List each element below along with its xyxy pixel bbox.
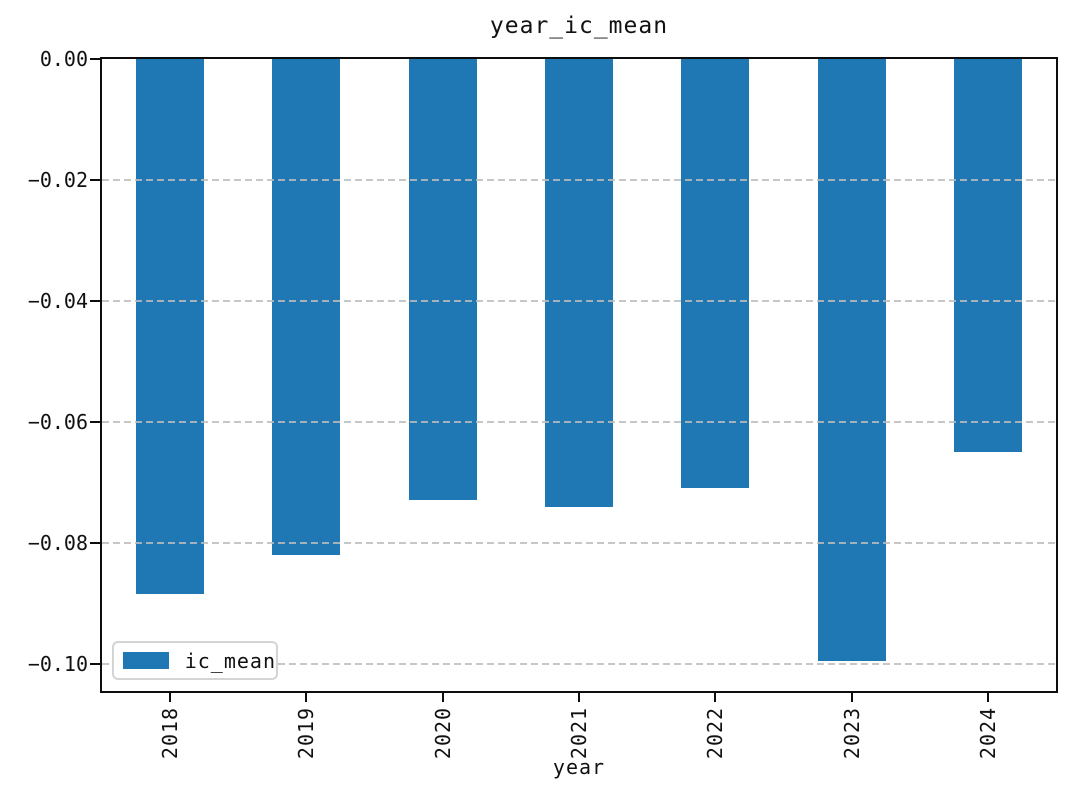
x-tick-mark-2020 (441, 693, 444, 702)
x-axis-title: year (552, 755, 606, 779)
x-tick-label-2021: 2021 (567, 706, 591, 760)
x-tick-mark-2024 (986, 693, 989, 702)
y-tick-label--0.08: −0.08 (27, 530, 88, 555)
y-tick-mark-0 (90, 58, 100, 60)
bar-2019 (272, 59, 341, 555)
chart-title: year_ic_mean (489, 13, 669, 39)
bar-2020 (408, 59, 477, 501)
y-tick-label-0: 0.00 (39, 47, 88, 71)
y-tick-mark--0.02 (90, 178, 100, 181)
x-tick-mark-2021 (578, 693, 580, 702)
gridline-y--0.1 (102, 662, 1056, 665)
x-tick-mark-2019 (305, 693, 308, 702)
gridline-y--0.06 (102, 420, 1056, 423)
gridline-y--0.02 (102, 178, 1056, 181)
x-tick-label-2018: 2018 (158, 706, 183, 760)
x-tick-label-2020: 2020 (430, 706, 455, 760)
bar-2021 (544, 59, 614, 507)
y-tick-mark--0.06 (90, 420, 100, 423)
legend: ic_mean (112, 641, 278, 680)
y-tick-mark--0.1 (90, 662, 100, 665)
bar-2023 (817, 59, 886, 661)
x-tick-mark-2018 (169, 693, 172, 702)
gridline-y--0.04 (102, 299, 1056, 302)
y-tick-mark--0.04 (90, 299, 100, 302)
y-tick-label--0.04: −0.04 (27, 288, 88, 313)
x-tick-label-2024: 2024 (975, 706, 1000, 760)
y-tick-mark--0.08 (90, 541, 100, 544)
y-tick-label--0.02: −0.02 (27, 167, 88, 192)
x-tick-mark-2022 (714, 693, 717, 702)
x-tick-label-2022: 2022 (703, 706, 728, 760)
bar-2018 (136, 59, 205, 595)
x-tick-label-2023: 2023 (839, 706, 864, 760)
x-tick-mark-2023 (850, 693, 853, 702)
x-tick-label-2019: 2019 (294, 706, 319, 760)
plot-area: ic_mean (100, 57, 1058, 693)
legend-swatch-ic-mean (123, 652, 169, 669)
y-tick-label--0.06: −0.06 (27, 409, 88, 434)
bar-2024 (953, 59, 1022, 453)
legend-label-ic-mean: ic_mean (184, 648, 276, 673)
gridline-y--0.08 (102, 541, 1056, 544)
y-tick-label--0.1: −0.10 (27, 651, 88, 676)
bar-2022 (681, 59, 750, 489)
